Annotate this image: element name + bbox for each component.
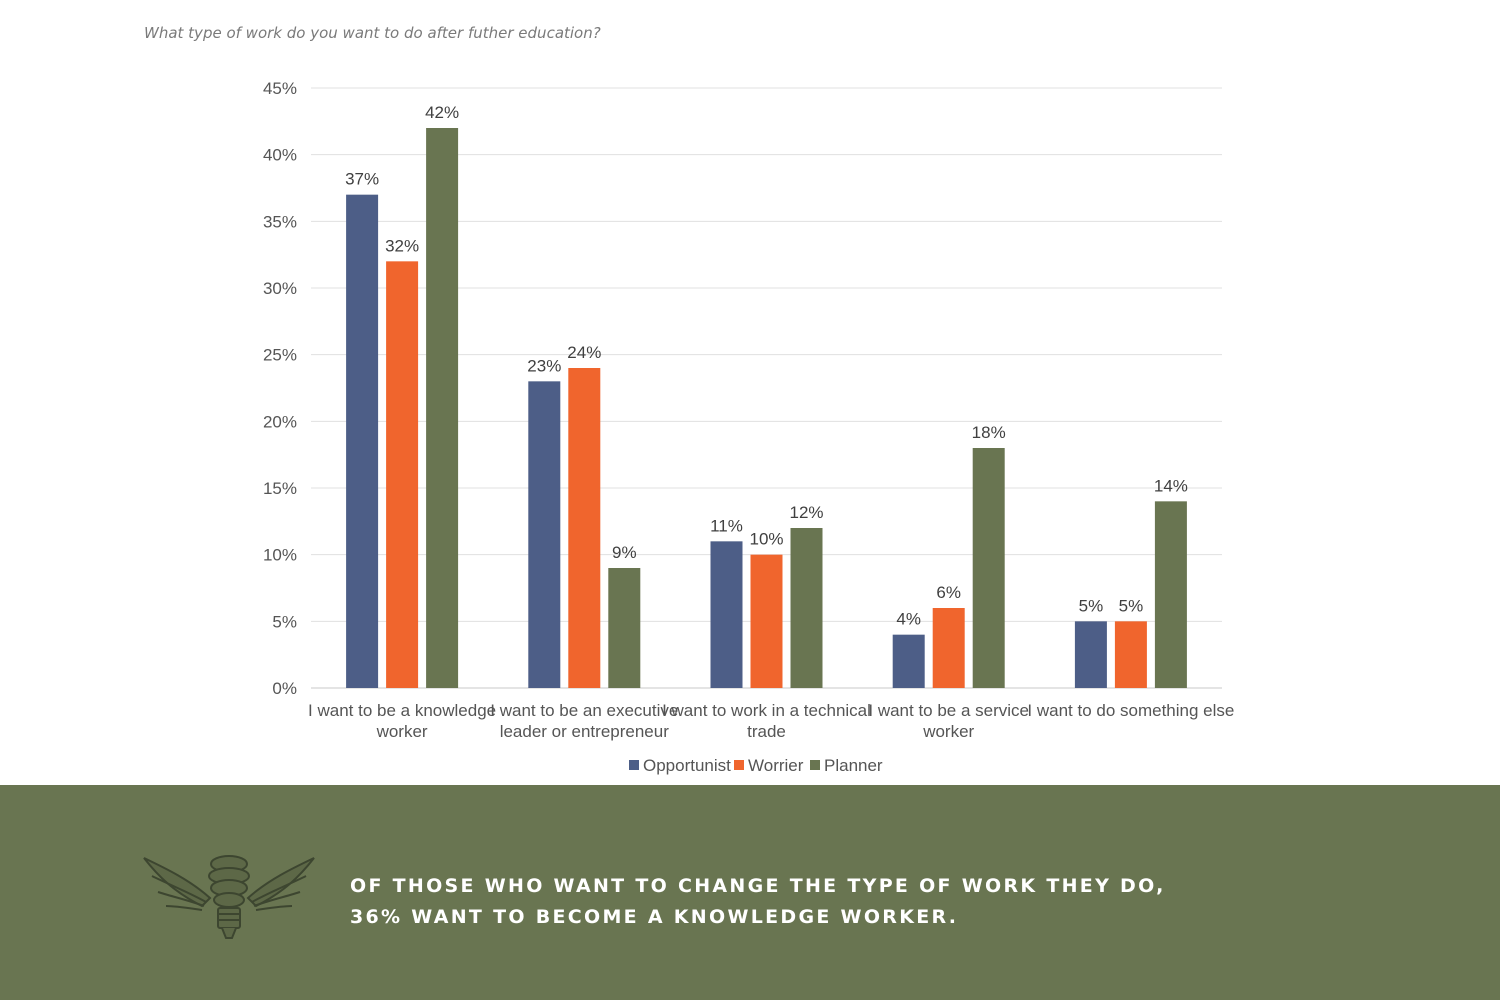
data-label: 5% (1079, 596, 1104, 615)
bar (750, 554, 783, 688)
legend-label: Planner (824, 756, 883, 775)
bar (1114, 621, 1147, 688)
bar (568, 368, 601, 688)
y-tick-label: 15% (263, 479, 297, 498)
bar (346, 194, 379, 688)
data-label: 5% (1119, 596, 1144, 615)
bar (608, 568, 641, 688)
x-tick-label: worker (376, 722, 428, 741)
x-tick-label: trade (747, 722, 786, 741)
data-label: 12% (789, 503, 823, 522)
data-label: 37% (345, 170, 379, 189)
y-tick-label: 25% (263, 346, 297, 365)
data-label: 23% (527, 356, 561, 375)
bar (426, 128, 459, 688)
y-tick-label: 0% (272, 679, 297, 698)
footer-banner (0, 785, 1500, 1000)
data-label: 32% (385, 236, 419, 255)
y-tick-label: 40% (263, 146, 297, 165)
bar-chart: 0% 5% 10% 15% 20% 25% 30% 35% 40% 45% 37% 32% 42% I w… (263, 79, 1234, 775)
bar (1074, 621, 1107, 688)
winged-lightbulb-icon (143, 855, 315, 939)
legend-label: Worrier (748, 756, 804, 775)
data-label: 11% (710, 516, 743, 535)
bar (1154, 501, 1187, 688)
data-label: 10% (749, 530, 783, 549)
bar (932, 608, 965, 688)
data-label: 9% (612, 543, 637, 562)
y-tick-label: 20% (263, 412, 297, 431)
x-tick-label: I want to be a knowledge (308, 701, 496, 720)
data-label: 6% (936, 583, 961, 602)
chart-question: What type of work do you want to do afte… (144, 24, 601, 42)
y-tick-label: 35% (263, 212, 297, 231)
key-finding-callout: Of those who want to change the type of … (350, 871, 1166, 933)
data-label: 4% (896, 610, 921, 629)
data-label: 18% (972, 423, 1006, 442)
callout-line-1: Of those who want to change the type of … (350, 875, 1166, 897)
legend-label: Opportunist (643, 756, 731, 775)
x-tick-label: I want to be an executive (490, 701, 678, 720)
data-label: 42% (425, 103, 459, 122)
legend-swatch (734, 760, 744, 770)
bar (710, 541, 743, 688)
y-tick-label: 45% (263, 79, 297, 98)
x-tick-label: I want to work in a technical (662, 701, 871, 720)
legend-swatch (629, 760, 639, 770)
bar (972, 448, 1005, 688)
bar (528, 381, 561, 688)
bar (790, 528, 823, 688)
x-tick-label: I want to be a service (868, 701, 1029, 720)
y-tick-label: 10% (263, 546, 297, 565)
legend-swatch (810, 760, 820, 770)
data-label: 14% (1154, 476, 1188, 495)
bar (386, 261, 419, 688)
x-tick-label: I want to do something else (1027, 701, 1234, 720)
x-tick-label: leader or entrepreneur (500, 722, 670, 741)
x-tick-label: worker (922, 722, 974, 741)
callout-line-2: 36% want to become a knowledge worker. (350, 906, 959, 928)
y-tick-label: 5% (272, 612, 297, 631)
bar (892, 634, 925, 688)
y-tick-label: 30% (263, 279, 297, 298)
data-label: 24% (567, 343, 601, 362)
